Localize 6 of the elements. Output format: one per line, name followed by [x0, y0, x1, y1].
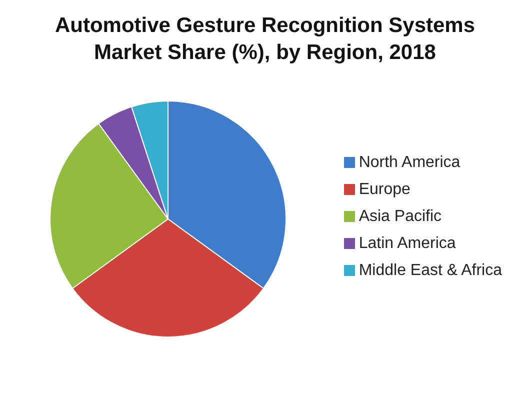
legend-label: Middle East & Africa	[358, 262, 502, 278]
legend-label: Latin America	[358, 234, 456, 252]
chart-title: Automotive Gesture Recognition Systems Market Share (%), by Region, 2018	[54, 13, 476, 66]
legend-label: Europe	[358, 180, 410, 198]
legend-label: North America	[358, 154, 460, 170]
legend-label: Asia Pacific	[358, 208, 442, 224]
